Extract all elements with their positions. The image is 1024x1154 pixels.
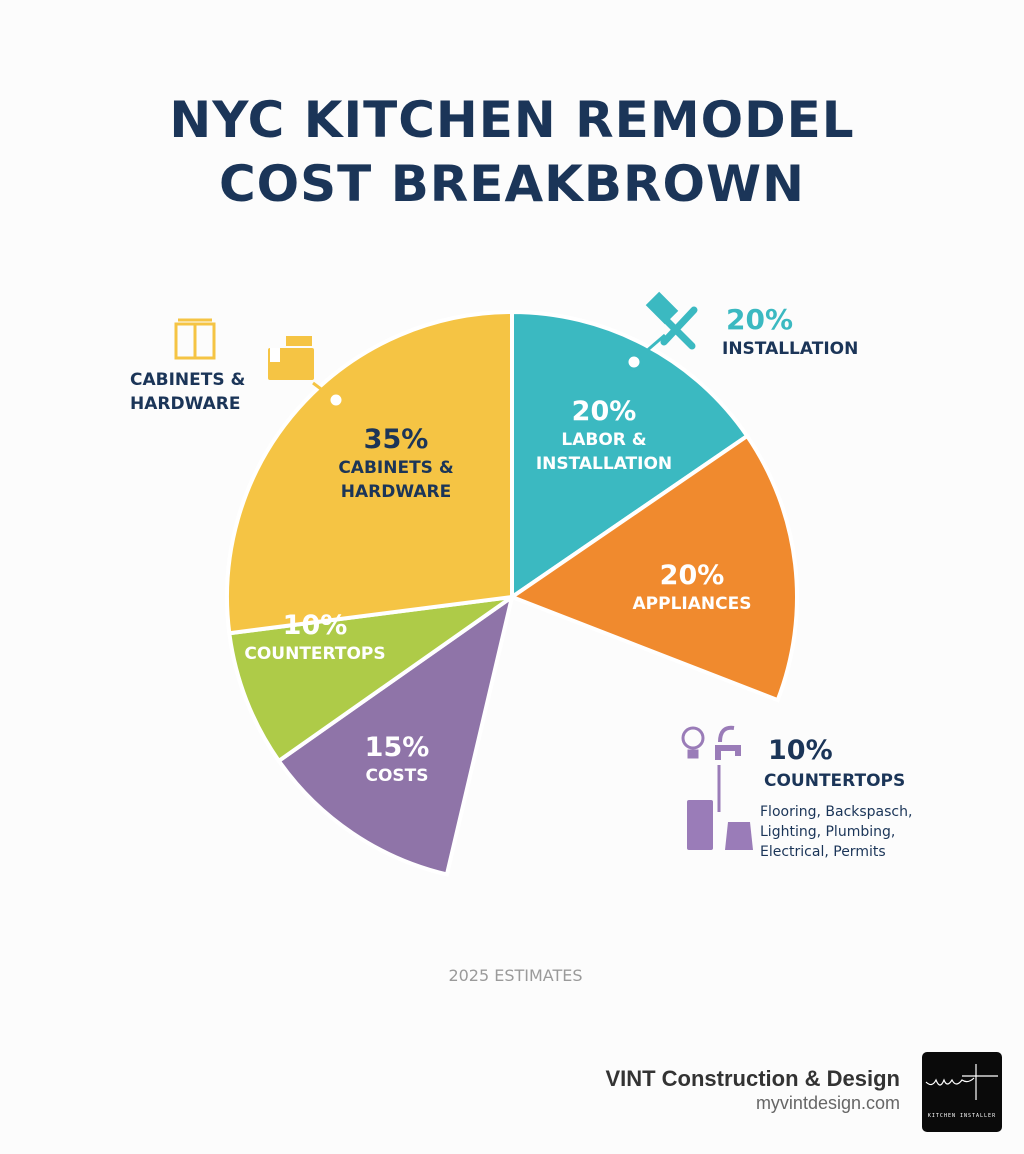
- slice-value: 15%: [364, 732, 430, 763]
- brand-logo: KITCHEN INSTALLER: [922, 1052, 1002, 1132]
- brand-block: VINT Construction & Design myvintdesign.…: [605, 1066, 900, 1114]
- logo-script: [925, 1064, 998, 1100]
- utilities-icon: [681, 725, 753, 850]
- pie-slice-labor-installation: [510, 309, 750, 601]
- callout-line: HARDWARE: [130, 394, 241, 414]
- pie-slice-countertops: [227, 595, 514, 764]
- pie-slice-appliances: [507, 433, 799, 703]
- footnote: 2025 ESTIMATES: [448, 966, 583, 985]
- callout-pct: 10%: [768, 735, 833, 766]
- note-line: Flooring, Backspasch,: [760, 804, 913, 820]
- slice-label-appliances: 20% APPLIANCES: [633, 560, 752, 616]
- slice-label-costs: 15% COSTS: [365, 732, 430, 788]
- callout-pct: 20%: [726, 303, 794, 336]
- logo-subtitle: KITCHEN INSTALLER: [927, 1113, 997, 1119]
- pie-slice-cabinets-hardware: [225, 309, 514, 636]
- slice-value: 20%: [571, 396, 637, 427]
- slice-value: 10%: [282, 610, 348, 641]
- slice-name: APPLIANCES: [632, 594, 752, 614]
- slice-name: HARDWARE: [340, 482, 452, 502]
- installation-callout: 20% INSTALLATION: [722, 302, 858, 360]
- slice-label-countertops: 10% COUNTERTOPS: [244, 610, 385, 666]
- callout-label: COUNTERTOPS: [764, 771, 906, 791]
- slice-value: 35%: [363, 424, 429, 455]
- slice-name: LABOR &: [561, 430, 647, 450]
- cabinets-callout: CABINETS & HARDWARE: [130, 368, 245, 416]
- tools-icon: [645, 291, 698, 350]
- slice-value: 20%: [659, 560, 725, 591]
- slice-name: COSTS: [365, 766, 429, 786]
- slice-name: CABINETS &: [338, 458, 454, 478]
- title-line-2: COST BREAKBROWN: [218, 155, 806, 213]
- brand-name: VINT Construction & Design: [605, 1066, 900, 1091]
- kitchen-cabinet-icon: [268, 336, 314, 380]
- cabinets-connector-dot: [327, 391, 345, 409]
- brand-url: myvintdesign.com: [755, 1093, 900, 1113]
- pie-slice-costs: [276, 592, 516, 877]
- countertops-callout: 10% COUNTERTOPS: [764, 734, 905, 794]
- installation-connector: [635, 333, 666, 362]
- note-line: Electrical, Permits: [760, 844, 886, 860]
- callout-label: INSTALLATION: [722, 339, 859, 359]
- slice-label-labor: 20% LABOR & INSTALLATION: [536, 396, 672, 476]
- slice-name: INSTALLATION: [535, 454, 673, 474]
- note-line: Lighting, Plumbing,: [760, 824, 896, 840]
- cabinet-icon: [174, 318, 216, 360]
- page-title: NYC KITCHEN REMODEL COST BREAKBROWN: [0, 88, 1024, 216]
- slice-label-cabinets: 35% CABINETS & HARDWARE: [338, 424, 453, 504]
- title-line-1: NYC KITCHEN REMODEL: [169, 91, 855, 149]
- slice-name: COUNTERTOPS: [244, 644, 386, 664]
- countertops-notes: Flooring, Backspasch, Lighting, Plumbing…: [760, 802, 912, 862]
- callout-line: CABINETS &: [130, 370, 246, 390]
- installation-connector-dot: [625, 353, 643, 371]
